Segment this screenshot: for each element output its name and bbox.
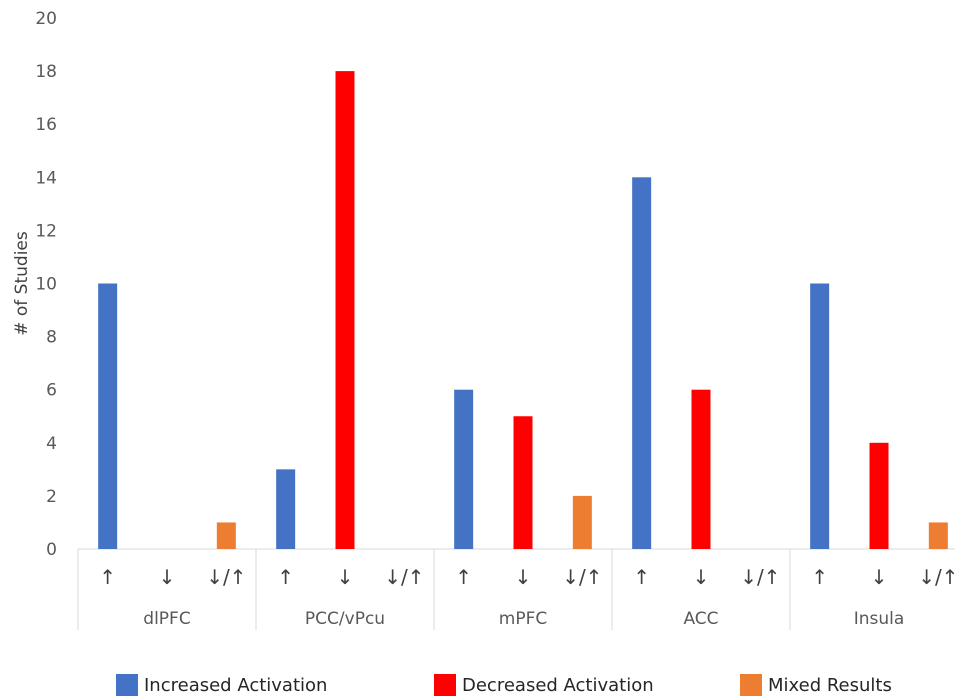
y-tick-label: 2 bbox=[46, 487, 57, 507]
bar bbox=[335, 71, 355, 549]
group-label: Insula bbox=[854, 609, 905, 629]
subcategory-label: ↓/↑ bbox=[562, 565, 602, 589]
subcategory-label: ↑ bbox=[811, 565, 828, 589]
group-label: dlPFC bbox=[143, 609, 190, 629]
legend-label-decreased: Decreased Activation bbox=[462, 674, 654, 696]
legend-label-mixed: Mixed Results bbox=[768, 674, 892, 696]
subcategory-label: ↓ bbox=[871, 565, 888, 589]
bar bbox=[691, 389, 711, 549]
bar bbox=[216, 522, 236, 549]
group-label: ACC bbox=[683, 609, 718, 629]
bar-chart: 0 2 4 6 8 10 12 14 16 18 20 # of Studies ↑ ↓ ↓/↑ dlPF… bbox=[12, 9, 955, 630]
bar bbox=[572, 495, 592, 549]
legend-item-increased: Increased Activation bbox=[116, 674, 327, 696]
y-tick-label: 14 bbox=[35, 168, 57, 188]
subcategory-label: ↓/↑ bbox=[918, 565, 955, 589]
y-tick-label: 10 bbox=[35, 275, 57, 295]
legend-swatch-mixed bbox=[740, 674, 762, 696]
bar bbox=[810, 283, 830, 549]
y-tick-label: 8 bbox=[46, 328, 57, 348]
bars bbox=[98, 71, 948, 550]
bar bbox=[513, 416, 533, 549]
y-tick-label: 0 bbox=[46, 540, 57, 560]
subcategory-label: ↑ bbox=[99, 565, 116, 589]
subcategory-label: ↓ bbox=[337, 565, 354, 589]
y-axis-title: # of Studies bbox=[12, 231, 32, 336]
group-label: PCC/vPcu bbox=[305, 609, 385, 629]
bar bbox=[869, 442, 889, 549]
bar bbox=[454, 389, 474, 549]
bar bbox=[98, 283, 118, 549]
subcategory-label: ↓/↑ bbox=[206, 565, 246, 589]
legend-swatch-increased bbox=[116, 674, 138, 696]
y-axis-ticks: 0 2 4 6 8 10 12 14 16 18 20 bbox=[35, 9, 57, 560]
subcategory-label: ↑ bbox=[455, 565, 472, 589]
legend-item-mixed: Mixed Results bbox=[740, 674, 892, 696]
legend-swatch-decreased bbox=[434, 674, 456, 696]
y-tick-label: 6 bbox=[46, 381, 57, 401]
subcategory-label: ↓ bbox=[515, 565, 532, 589]
y-tick-label: 12 bbox=[35, 221, 57, 241]
subcategory-label: ↓ bbox=[159, 565, 176, 589]
bar bbox=[632, 177, 652, 550]
subcategory-label: ↓ bbox=[693, 565, 710, 589]
y-tick-label: 20 bbox=[35, 9, 57, 29]
y-tick-label: 18 bbox=[35, 62, 57, 82]
y-tick-label: 4 bbox=[46, 434, 57, 454]
legend-item-decreased: Decreased Activation bbox=[434, 674, 654, 696]
bar bbox=[928, 522, 948, 549]
subcategory-label: ↑ bbox=[277, 565, 294, 589]
subcategory-label: ↓/↑ bbox=[384, 565, 424, 589]
x-axis-labels: ↑ ↓ ↓/↑ dlPFC ↑ ↓ ↓/↑ PCC/vPcu ↑ ↓ ↓/↑ mPFC ↑ ↓ ↓/↑ ACC… bbox=[99, 565, 955, 629]
legend-label-increased: Increased Activation bbox=[144, 674, 328, 696]
y-tick-label: 16 bbox=[35, 115, 57, 135]
subcategory-label: ↓/↑ bbox=[740, 565, 780, 589]
legend: Increased Activation Decreased Activatio… bbox=[0, 674, 955, 698]
group-label: mPFC bbox=[499, 609, 547, 629]
subcategory-label: ↑ bbox=[633, 565, 650, 589]
bar bbox=[276, 469, 296, 549]
